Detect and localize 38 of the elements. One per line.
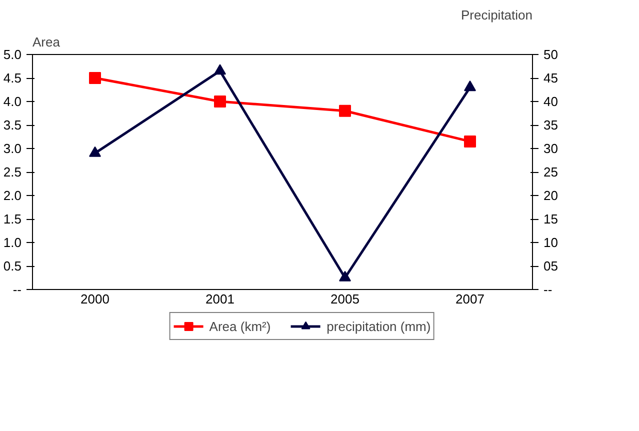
x-tick-label: 2005	[330, 292, 360, 306]
legend-label: precipitation (mm)	[326, 318, 431, 334]
point	[339, 270, 351, 282]
point	[464, 80, 476, 92]
x-tick-label: 2007	[456, 292, 484, 306]
y2-tick-label: 25	[544, 164, 558, 180]
point	[339, 104, 351, 117]
x-tick-label: 2001	[206, 292, 234, 306]
y2-tick-label: --	[544, 282, 552, 297]
y-tick-label: 5.0	[3, 47, 22, 62]
y2-tick-label: 05	[544, 258, 558, 274]
y-tick-label: 1.0	[3, 235, 22, 250]
y2-axis-title: Precipitation	[460, 8, 533, 22]
point	[214, 64, 226, 75]
y-tick-label: 1.5	[3, 212, 22, 226]
point	[464, 135, 476, 148]
y2-tick-label: 35	[544, 118, 558, 132]
y2-tick-label: 20	[544, 188, 558, 203]
y2-tick-label: 50	[544, 47, 558, 62]
point	[89, 72, 101, 84]
y-tick-label: 3.5	[3, 118, 22, 132]
y-tick-label: 0.5	[3, 258, 22, 274]
point	[214, 96, 226, 108]
point	[89, 146, 101, 157]
y-axis-title: Area	[32, 34, 61, 50]
y2-tick-label: 15	[544, 212, 558, 226]
y-tick-label: --	[12, 282, 22, 297]
y-tick-label: 2.5	[3, 164, 22, 180]
y2-tick-label: 30	[544, 141, 558, 156]
y-tick-label: 4.5	[3, 70, 22, 86]
y2-tick-label: 40	[544, 94, 558, 109]
y2-tick-label: 10	[544, 235, 558, 250]
legend-label: Area (km²)	[209, 318, 271, 334]
y2-tick-label: 45	[544, 70, 558, 86]
x-tick-label: 2000	[80, 292, 110, 306]
y-tick-label: 3.0	[3, 141, 22, 156]
y-tick-label: 2.0	[3, 188, 22, 203]
y-tick-label: 4.0	[3, 94, 22, 109]
